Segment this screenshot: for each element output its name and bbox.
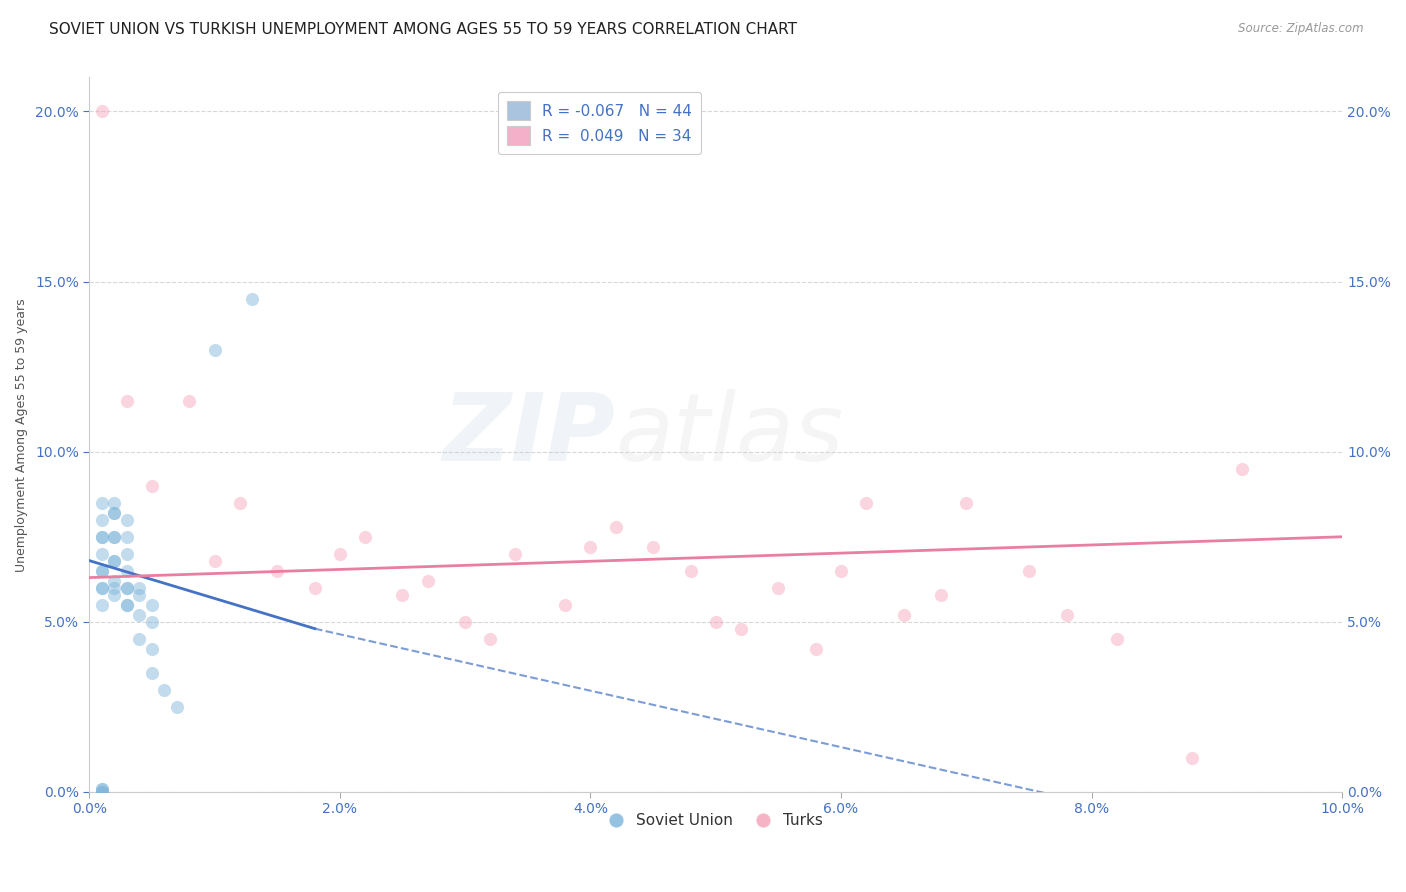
Point <box>679 564 702 578</box>
Point <box>554 598 576 612</box>
Point <box>128 607 150 622</box>
Point <box>128 581 150 595</box>
Point <box>90 781 112 796</box>
Point <box>90 564 112 578</box>
Point <box>115 530 138 544</box>
Point <box>115 598 138 612</box>
Point <box>893 607 915 622</box>
Point <box>643 540 665 554</box>
Point <box>115 513 138 527</box>
Point <box>605 519 627 533</box>
Point <box>166 699 188 714</box>
Point <box>204 553 226 567</box>
Point <box>90 564 112 578</box>
Text: ZIP: ZIP <box>443 389 616 481</box>
Point <box>503 547 526 561</box>
Text: atlas: atlas <box>616 389 844 480</box>
Point <box>90 530 112 544</box>
Point <box>103 553 125 567</box>
Point <box>115 564 138 578</box>
Point <box>454 615 477 629</box>
Point <box>204 343 226 357</box>
Point <box>115 547 138 561</box>
Point <box>128 632 150 646</box>
Point <box>141 642 163 657</box>
Point <box>730 622 752 636</box>
Point <box>1056 607 1078 622</box>
Point <box>90 496 112 510</box>
Point <box>830 564 852 578</box>
Point <box>103 496 125 510</box>
Point <box>103 588 125 602</box>
Point <box>391 588 413 602</box>
Legend: Soviet Union, Turks: Soviet Union, Turks <box>602 807 830 834</box>
Point <box>115 393 138 408</box>
Point <box>955 496 977 510</box>
Point <box>90 581 112 595</box>
Point <box>90 513 112 527</box>
Point <box>479 632 502 646</box>
Point <box>115 598 138 612</box>
Point <box>354 530 377 544</box>
Y-axis label: Unemployment Among Ages 55 to 59 years: Unemployment Among Ages 55 to 59 years <box>15 298 28 572</box>
Point <box>103 506 125 520</box>
Point <box>929 588 952 602</box>
Point <box>1018 564 1040 578</box>
Point <box>103 553 125 567</box>
Point <box>103 530 125 544</box>
Point <box>141 479 163 493</box>
Text: Source: ZipAtlas.com: Source: ZipAtlas.com <box>1239 22 1364 36</box>
Point <box>90 581 112 595</box>
Point <box>103 574 125 588</box>
Point <box>1230 461 1253 475</box>
Point <box>240 292 263 306</box>
Point <box>704 615 727 629</box>
Point <box>90 530 112 544</box>
Point <box>141 598 163 612</box>
Point <box>90 104 112 119</box>
Point <box>416 574 439 588</box>
Point <box>90 547 112 561</box>
Point <box>115 581 138 595</box>
Point <box>266 564 288 578</box>
Point <box>90 785 112 799</box>
Point <box>179 393 201 408</box>
Point <box>1105 632 1128 646</box>
Point <box>141 665 163 680</box>
Text: SOVIET UNION VS TURKISH UNEMPLOYMENT AMONG AGES 55 TO 59 YEARS CORRELATION CHART: SOVIET UNION VS TURKISH UNEMPLOYMENT AMO… <box>49 22 797 37</box>
Point <box>141 615 163 629</box>
Point <box>90 781 112 796</box>
Point <box>103 506 125 520</box>
Point <box>304 581 326 595</box>
Point <box>90 598 112 612</box>
Point <box>579 540 602 554</box>
Point <box>855 496 877 510</box>
Point <box>768 581 790 595</box>
Point <box>115 581 138 595</box>
Point <box>103 530 125 544</box>
Point <box>128 588 150 602</box>
Point <box>804 642 827 657</box>
Point <box>228 496 250 510</box>
Point <box>329 547 352 561</box>
Point <box>153 682 176 697</box>
Point <box>1181 751 1204 765</box>
Point <box>90 785 112 799</box>
Point <box>103 581 125 595</box>
